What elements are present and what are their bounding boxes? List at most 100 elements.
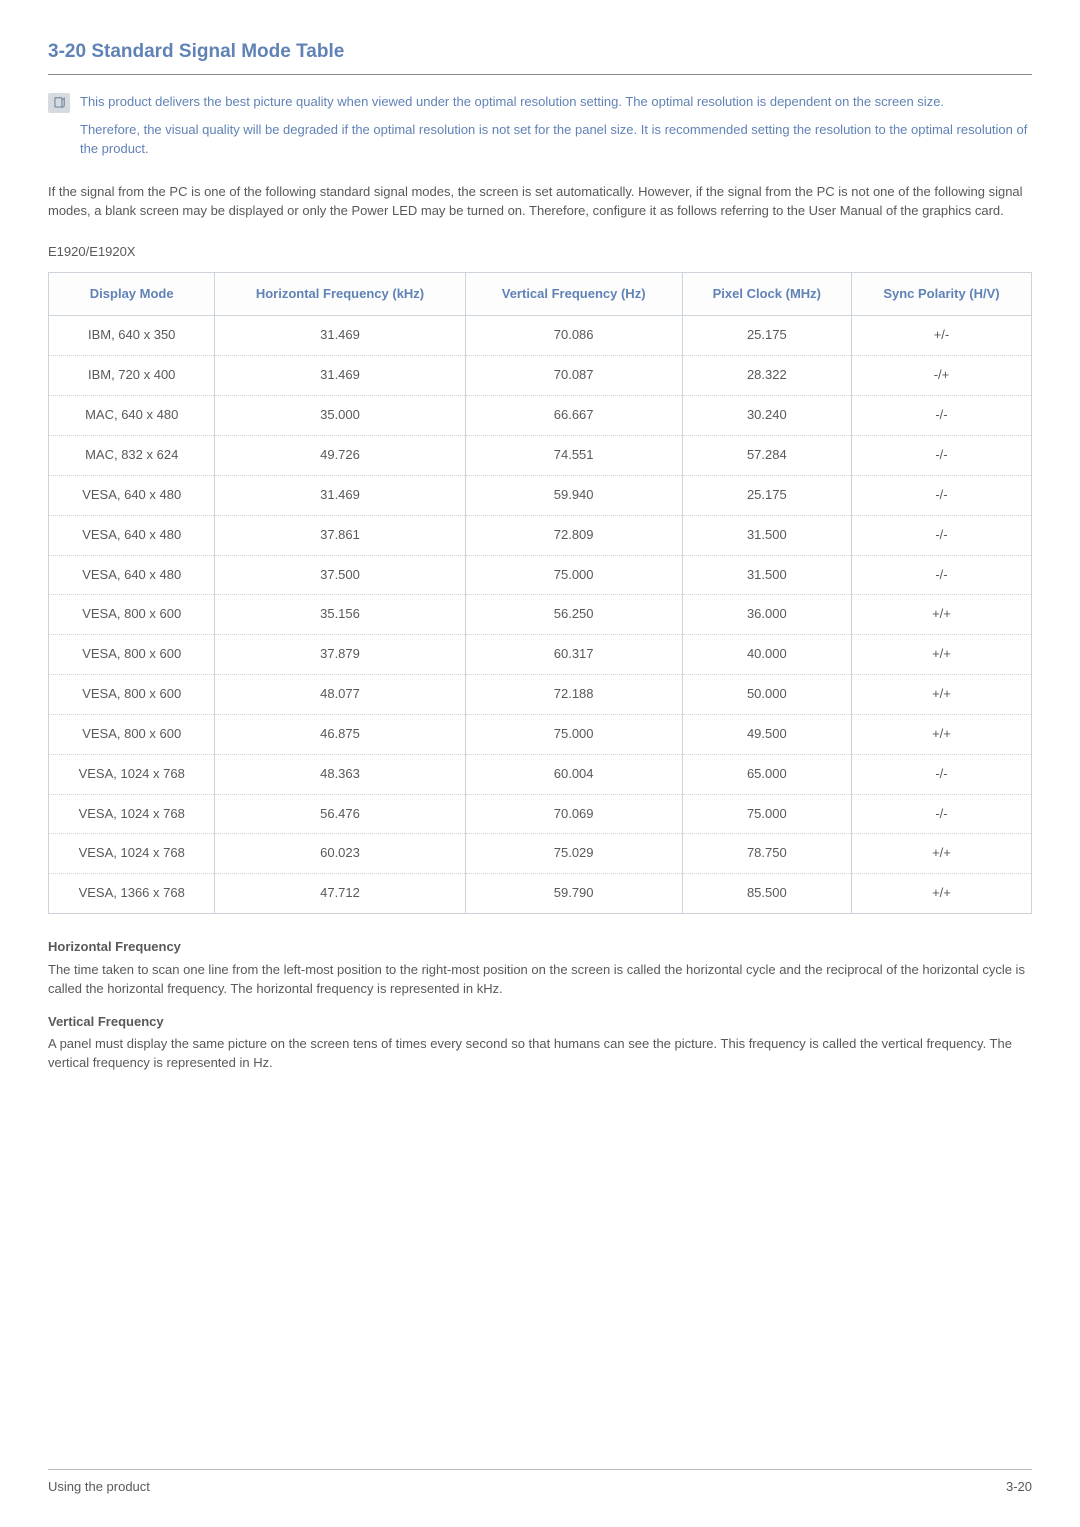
table-cell: 48.363 (215, 754, 465, 794)
table-cell: VESA, 1024 x 768 (49, 834, 215, 874)
table-cell: 31.500 (682, 515, 851, 555)
table-cell: +/+ (851, 635, 1031, 675)
table-cell: 30.240 (682, 396, 851, 436)
table-cell: 75.000 (465, 714, 682, 754)
table-cell: 49.726 (215, 435, 465, 475)
table-row: VESA, 800 x 60048.07772.18850.000+/+ (49, 675, 1032, 715)
table-cell: 78.750 (682, 834, 851, 874)
table-cell: VESA, 800 x 600 (49, 635, 215, 675)
table-cell: 31.469 (215, 356, 465, 396)
note-icon (48, 93, 70, 113)
table-cell: 31.500 (682, 555, 851, 595)
table-cell: -/- (851, 515, 1031, 555)
table-cell: 70.087 (465, 356, 682, 396)
note-block: This product delivers the best picture q… (48, 93, 1032, 170)
table-cell: 37.500 (215, 555, 465, 595)
table-cell: MAC, 640 x 480 (49, 396, 215, 436)
table-cell: 56.476 (215, 794, 465, 834)
table-cell: IBM, 720 x 400 (49, 356, 215, 396)
table-row: VESA, 800 x 60037.87960.31740.000+/+ (49, 635, 1032, 675)
table-cell: 72.809 (465, 515, 682, 555)
table-cell: 25.175 (682, 316, 851, 356)
note-text: This product delivers the best picture q… (80, 93, 1032, 170)
table-row: VESA, 800 x 60035.15656.25036.000+/+ (49, 595, 1032, 635)
table-cell: -/- (851, 555, 1031, 595)
table-row: VESA, 1024 x 76848.36360.00465.000-/- (49, 754, 1032, 794)
table-cell: 48.077 (215, 675, 465, 715)
note-p1: This product delivers the best picture q… (80, 93, 1032, 112)
table-cell: -/- (851, 794, 1031, 834)
table-cell: 40.000 (682, 635, 851, 675)
table-cell: 74.551 (465, 435, 682, 475)
table-row: VESA, 640 x 48037.50075.00031.500-/- (49, 555, 1032, 595)
table-cell: VESA, 640 x 480 (49, 555, 215, 595)
table-cell: 46.875 (215, 714, 465, 754)
table-cell: VESA, 800 x 600 (49, 595, 215, 635)
table-row: VESA, 640 x 48031.46959.94025.175-/- (49, 475, 1032, 515)
table-cell: +/+ (851, 675, 1031, 715)
table-cell: VESA, 1366 x 768 (49, 874, 215, 914)
table-row: IBM, 720 x 40031.46970.08728.322-/+ (49, 356, 1032, 396)
table-cell: 47.712 (215, 874, 465, 914)
definitions: Horizontal Frequency The time taken to s… (48, 938, 1032, 1073)
table-cell: VESA, 640 x 480 (49, 515, 215, 555)
hf-body: The time taken to scan one line from the… (48, 961, 1032, 999)
table-cell: MAC, 832 x 624 (49, 435, 215, 475)
table-row: VESA, 1366 x 76847.71259.79085.500+/+ (49, 874, 1032, 914)
table-cell: 75.000 (682, 794, 851, 834)
table-header-row: Display Mode Horizontal Frequency (kHz) … (49, 272, 1032, 316)
table-cell: 59.790 (465, 874, 682, 914)
signal-mode-table: Display Mode Horizontal Frequency (kHz) … (48, 272, 1032, 915)
table-cell: 70.086 (465, 316, 682, 356)
table-cell: 57.284 (682, 435, 851, 475)
table-cell: 75.029 (465, 834, 682, 874)
table-row: IBM, 640 x 35031.46970.08625.175+/- (49, 316, 1032, 356)
table-cell: 65.000 (682, 754, 851, 794)
table-cell: VESA, 800 x 600 (49, 675, 215, 715)
table-cell: 31.469 (215, 316, 465, 356)
table-cell: IBM, 640 x 350 (49, 316, 215, 356)
table-cell: 70.069 (465, 794, 682, 834)
col-display-mode: Display Mode (49, 272, 215, 316)
table-cell: -/+ (851, 356, 1031, 396)
col-v-freq: Vertical Frequency (Hz) (465, 272, 682, 316)
table-cell: +/+ (851, 834, 1031, 874)
hf-title: Horizontal Frequency (48, 938, 1032, 957)
table-cell: 49.500 (682, 714, 851, 754)
section-title-text: Standard Signal Mode Table (91, 41, 344, 62)
table-cell: +/- (851, 316, 1031, 356)
table-cell: 31.469 (215, 475, 465, 515)
table-cell: 25.175 (682, 475, 851, 515)
col-sync-polarity: Sync Polarity (H/V) (851, 272, 1031, 316)
table-row: VESA, 1024 x 76860.02375.02978.750+/+ (49, 834, 1032, 874)
table-cell: 85.500 (682, 874, 851, 914)
table-cell: 36.000 (682, 595, 851, 635)
table-row: VESA, 1024 x 76856.47670.06975.000-/- (49, 794, 1032, 834)
col-h-freq: Horizontal Frequency (kHz) (215, 272, 465, 316)
page-footer: Using the product 3-20 (48, 1469, 1032, 1497)
page: 3-20 Standard Signal Mode Table This pro… (0, 0, 1080, 1527)
table-row: VESA, 640 x 48037.86172.80931.500-/- (49, 515, 1032, 555)
model-label: E1920/E1920X (48, 243, 1032, 262)
section-number: 3-20 (48, 41, 86, 62)
section-heading: 3-20 Standard Signal Mode Table (48, 38, 1032, 75)
table-cell: 50.000 (682, 675, 851, 715)
table-cell: 60.004 (465, 754, 682, 794)
vf-title: Vertical Frequency (48, 1013, 1032, 1032)
table-cell: +/+ (851, 595, 1031, 635)
table-cell: 75.000 (465, 555, 682, 595)
table-cell: 59.940 (465, 475, 682, 515)
table-row: MAC, 640 x 48035.00066.66730.240-/- (49, 396, 1032, 436)
table-cell: 56.250 (465, 595, 682, 635)
col-pixel-clock: Pixel Clock (MHz) (682, 272, 851, 316)
table-cell: 60.023 (215, 834, 465, 874)
table-cell: 28.322 (682, 356, 851, 396)
table-cell: 35.156 (215, 595, 465, 635)
intro-paragraph: If the signal from the PC is one of the … (48, 183, 1032, 221)
footer-left: Using the product (48, 1478, 150, 1497)
table-cell: -/- (851, 754, 1031, 794)
table-row: VESA, 800 x 60046.87575.00049.500+/+ (49, 714, 1032, 754)
table-cell: 72.188 (465, 675, 682, 715)
table-cell: +/+ (851, 714, 1031, 754)
table-cell: 60.317 (465, 635, 682, 675)
